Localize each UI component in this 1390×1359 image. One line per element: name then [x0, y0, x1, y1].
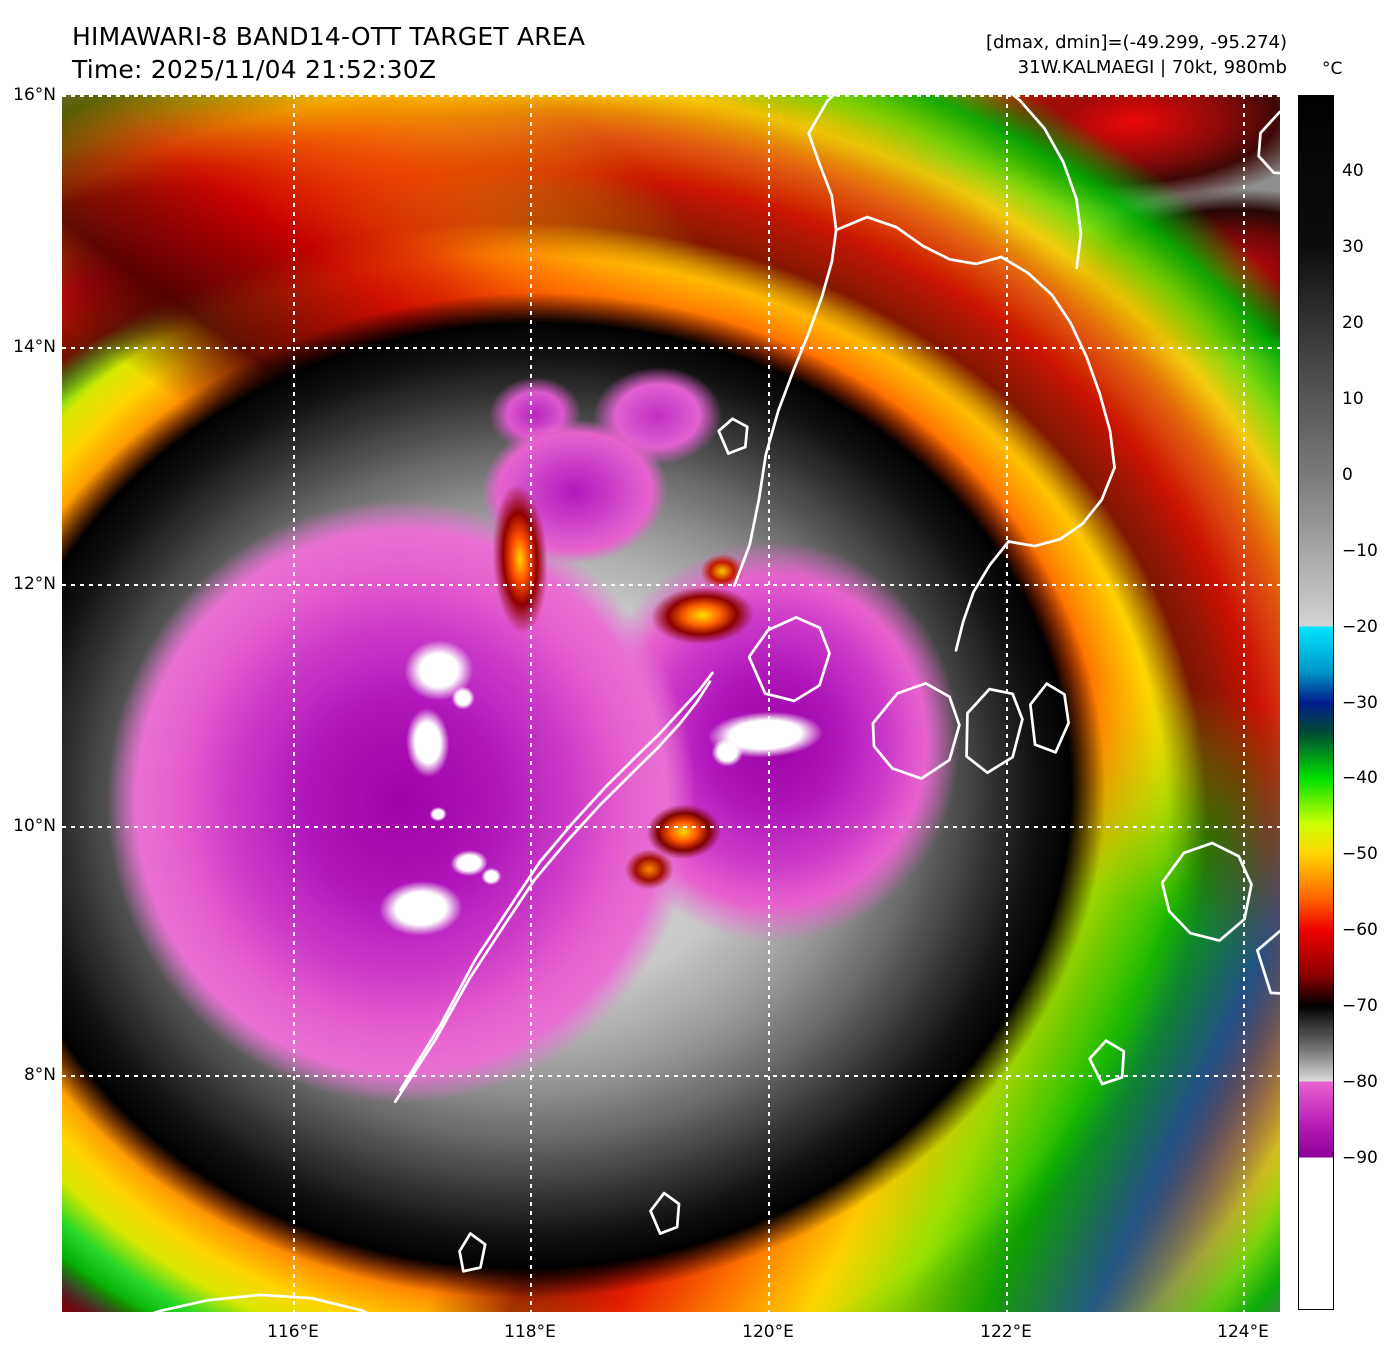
- coastline-overlay: [65, 95, 1280, 1312]
- colorbar-tick-0: 0: [1342, 464, 1353, 485]
- gridline-lat-10: [62, 826, 1280, 828]
- colorbar-tick-30: 30: [1342, 236, 1364, 257]
- colorbar-tick-neg90: −90: [1342, 1148, 1378, 1169]
- colorbar-tick-neg30: −30: [1342, 692, 1378, 713]
- lat-tick-8n: 8°N: [23, 1065, 56, 1085]
- colorbar-gradient: [1299, 96, 1333, 1309]
- colorbar-tick-neg60: −60: [1342, 920, 1378, 941]
- gridline-lat-8: [62, 1075, 1280, 1077]
- gridlines: [62, 95, 1280, 1312]
- gridline-lon-118: [530, 95, 532, 1312]
- storm-info-label: 31W.KALMAEGI | 70kt, 980mb: [1017, 57, 1287, 78]
- observation-time: Time: 2025/11/04 21:52:30Z: [72, 55, 437, 84]
- gridline-lon-124: [1243, 95, 1245, 1312]
- gridline-lon-122: [1006, 95, 1008, 1312]
- lat-tick-12n: 12°N: [13, 574, 56, 594]
- header-title-block: HIMAWARI-8 BAND14-OTT TARGET AREA Time: …: [72, 20, 585, 86]
- lon-tick-118e: 118°E: [504, 1322, 556, 1342]
- lat-tick-16n: 16°N: [13, 85, 56, 105]
- colorbar-tick-neg80: −80: [1342, 1072, 1378, 1093]
- colorbar-unit-label: °C: [1322, 59, 1343, 79]
- colorbar-tick-neg10: −10: [1342, 540, 1378, 561]
- colorbar-tick-neg70: −70: [1342, 996, 1378, 1017]
- colorbar-tick-neg20: −20: [1342, 616, 1378, 637]
- data-range-label: [dmax, dmin]=(-49.299, -95.274): [985, 32, 1287, 53]
- colorbar-tick-10: 10: [1342, 388, 1364, 409]
- gridline-lon-120: [768, 95, 770, 1312]
- satellite-swath: [62, 95, 1280, 1312]
- colorbar-tick-neg40: −40: [1342, 768, 1378, 789]
- header-metadata-block: [dmax, dmin]=(-49.299, -95.274) 31W.KALM…: [986, 30, 1287, 80]
- gridline-lat-12: [62, 584, 1280, 586]
- lon-tick-122e: 122°E: [980, 1322, 1032, 1342]
- gridline-lat-14: [62, 347, 1280, 349]
- gridline-lat-16: [62, 95, 1280, 97]
- gridline-lon-116: [293, 95, 295, 1312]
- page-title: HIMAWARI-8 BAND14-OTT TARGET AREA: [72, 22, 586, 51]
- lon-tick-120e: 120°E: [742, 1322, 794, 1342]
- colorbar-tick-neg50: −50: [1342, 844, 1378, 865]
- lon-tick-124e: 124°E: [1217, 1322, 1269, 1342]
- lat-tick-10n: 10°N: [13, 816, 56, 836]
- colorbar-tick-40: 40: [1342, 160, 1364, 181]
- satellite-image-plot: Copyright © 2020-2025 Dapiya: [62, 95, 1280, 1312]
- temperature-colorbar: [1298, 95, 1334, 1310]
- lat-tick-14n: 14°N: [13, 337, 56, 357]
- colorbar-tick-20: 20: [1342, 312, 1364, 333]
- lon-tick-116e: 116°E: [267, 1322, 319, 1342]
